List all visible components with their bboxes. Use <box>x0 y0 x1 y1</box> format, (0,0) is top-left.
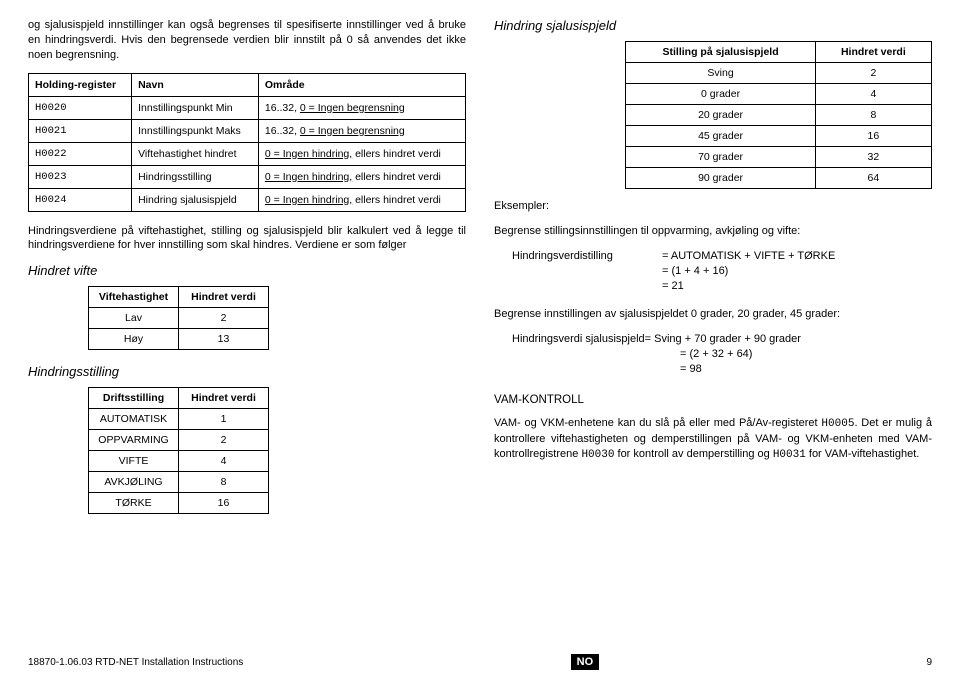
table-row: Lav2 <box>89 308 269 329</box>
table-row: H0022 Viftehastighet hindret 0 = Ingen h… <box>29 142 466 165</box>
mid-paragraph: Hindringsverdiene på viftehastighet, sti… <box>28 224 466 254</box>
stilling-table: Stilling på sjalusispjeld Hindret verdi … <box>625 41 932 189</box>
vifte-table: Viftehastighet Hindret verdi Lav2 Høy13 <box>88 286 269 350</box>
table-row: H0023 Hindringsstilling 0 = Ingen hindri… <box>29 165 466 188</box>
col-holding: Holding-register <box>29 73 132 96</box>
table-row: 70 grader32 <box>626 147 932 168</box>
table-row: VIFTE4 <box>89 451 269 472</box>
right-column: Hindring sjalusispjeld Stilling på sjalu… <box>494 18 932 528</box>
col-navn: Navn <box>132 73 259 96</box>
drift-table: Driftsstilling Hindret verdi AUTOMATISK1… <box>88 387 269 514</box>
footer-page: 9 <box>926 657 932 668</box>
begrense-1: Begrense stillingsinnstillingen til oppv… <box>494 224 932 239</box>
table-row: H0021 Innstillingspunkt Maks 16..32, 0 =… <box>29 119 466 142</box>
page-footer: 18870-1.06.03 RTD-NET Installation Instr… <box>28 654 932 670</box>
vam-paragraph: VAM- og VKM-enhetene kan du slå på eller… <box>494 416 932 463</box>
hindret-vifte-head: Hindret vifte <box>28 263 466 278</box>
left-column: og sjalusispjeld innstillinger kan også … <box>28 18 466 528</box>
table-row: AVKJØLING8 <box>89 472 269 493</box>
hindring-sjalusispjeld-head: Hindring sjalusispjeld <box>494 18 932 33</box>
eksempler-label: Eksempler: <box>494 199 932 214</box>
holding-register-table: Holding-register Navn Område H0020 Innst… <box>28 73 466 212</box>
hindringsstilling-head: Hindringsstilling <box>28 364 466 379</box>
table-row: 90 grader64 <box>626 168 932 189</box>
col-omrade: Område <box>258 73 465 96</box>
calc-block-2: Hindringsverdi sjalusispjeld= Sving + 70… <box>512 332 932 378</box>
footer-left: 18870-1.06.03 RTD-NET Installation Instr… <box>28 657 243 668</box>
table-row: OPPVARMING2 <box>89 430 269 451</box>
table-row: AUTOMATISK1 <box>89 409 269 430</box>
calc-block-1: Hindringsverdistilling= AUTOMATISK + VIF… <box>512 249 932 295</box>
table-row: 45 grader16 <box>626 126 932 147</box>
footer-flag: NO <box>571 654 600 670</box>
table-row: H0024 Hindring sjalusispjeld 0 = Ingen h… <box>29 188 466 211</box>
intro-paragraph: og sjalusispjeld innstillinger kan også … <box>28 18 466 63</box>
table-row: Høy13 <box>89 329 269 350</box>
table-row: H0020 Innstillingspunkt Min 16..32, 0 = … <box>29 96 466 119</box>
table-row: TØRKE16 <box>89 493 269 514</box>
vam-kontroll-head: VAM-KONTROLL <box>494 394 932 406</box>
begrense-2: Begrense innstillingen av sjalusispjelde… <box>494 307 932 322</box>
table-row: 20 grader8 <box>626 105 932 126</box>
table-row: Sving2 <box>626 63 932 84</box>
table-row: 0 grader4 <box>626 84 932 105</box>
